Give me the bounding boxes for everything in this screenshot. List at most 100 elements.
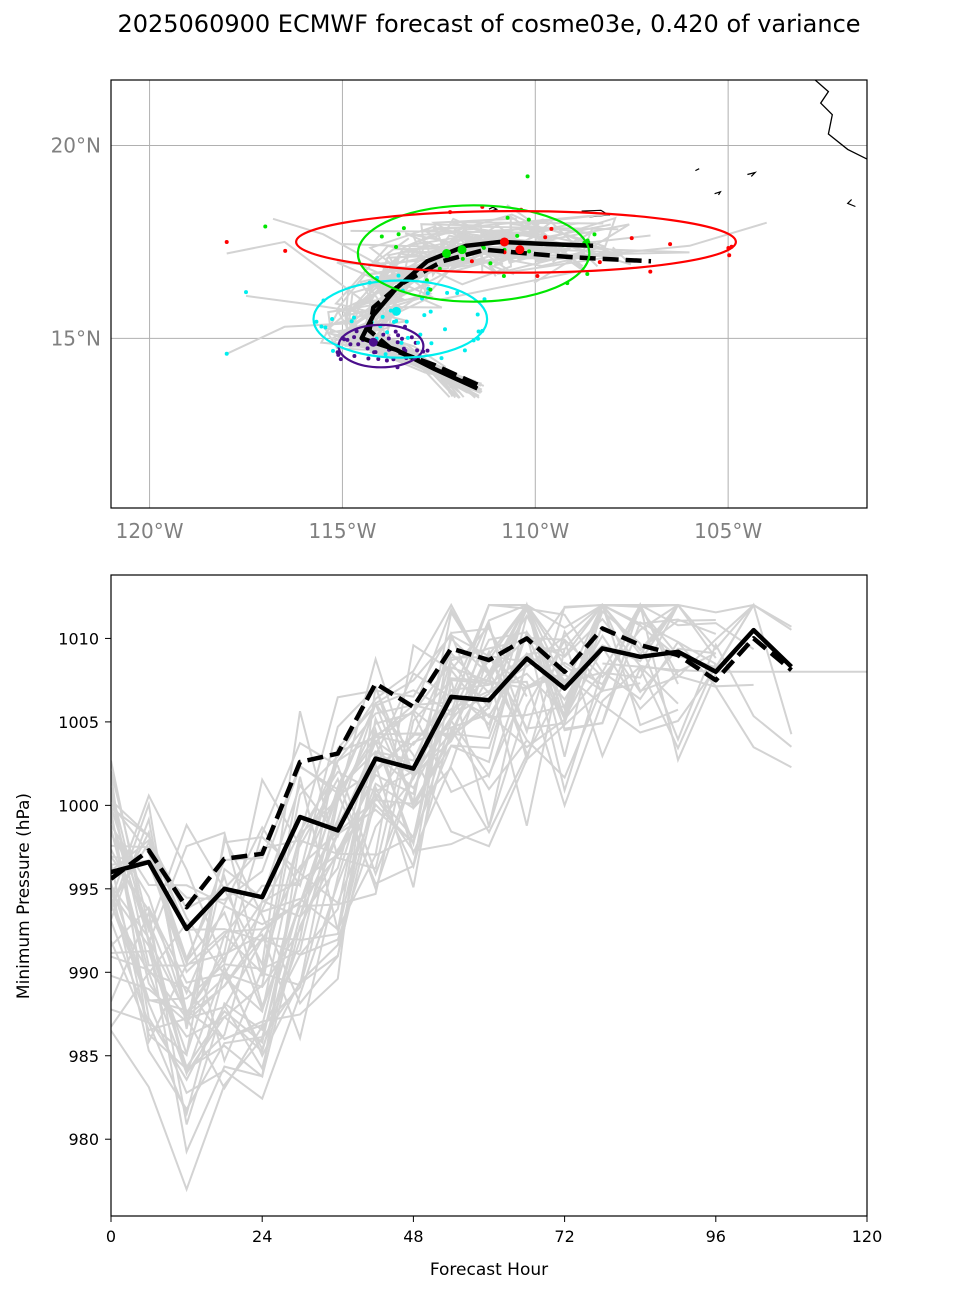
x-tick-label: 72 bbox=[554, 1227, 574, 1246]
ensemble-position-dot bbox=[244, 290, 248, 295]
ensemble-pressure-line bbox=[111, 634, 716, 967]
ensemble-position-dot bbox=[396, 333, 401, 338]
ensemble-position-dot bbox=[394, 245, 398, 249]
ensemble-pressure-line bbox=[111, 603, 679, 996]
y-tick-label: 1000 bbox=[58, 796, 99, 815]
ensemble-position-dot bbox=[366, 356, 371, 361]
ensemble-position-dot bbox=[425, 348, 430, 353]
ensemble-position-dot bbox=[501, 274, 506, 278]
ensemble-position-dot bbox=[429, 341, 434, 346]
ensemble-position-dot bbox=[394, 319, 399, 323]
ensemble-position-dot bbox=[428, 309, 433, 314]
mean-position-marker bbox=[442, 249, 452, 259]
ensemble-position-dot bbox=[416, 340, 420, 345]
x-tick-label: 120 bbox=[852, 1227, 883, 1246]
mean-pressure-lines bbox=[111, 626, 793, 932]
dashed-mean-pressure bbox=[111, 626, 793, 910]
ensemble-position-dot bbox=[384, 358, 389, 363]
ensemble-track bbox=[226, 240, 363, 301]
ensemble-position-dot bbox=[549, 226, 554, 231]
uncertainty-ellipse bbox=[312, 279, 489, 359]
ensemble-position-dot bbox=[505, 215, 510, 220]
ensemble-position-dot bbox=[401, 226, 406, 231]
ensemble-position-dot bbox=[381, 332, 386, 337]
ensemble-position-dot bbox=[383, 352, 388, 357]
ensemble-position-dot bbox=[354, 329, 359, 334]
ensemble-position-dot bbox=[629, 236, 634, 241]
ensemble-position-dot bbox=[283, 248, 288, 253]
ensemble-position-dot bbox=[482, 297, 487, 302]
x-tick-label: 24 bbox=[252, 1227, 272, 1246]
ensemble-track bbox=[272, 217, 401, 278]
ensemble-position-dot bbox=[352, 335, 357, 340]
ensemble-position-dot bbox=[445, 290, 450, 295]
ensemble-position-dot bbox=[437, 266, 442, 271]
ensemble-position-dot bbox=[727, 253, 732, 258]
longitude-tick-label: 120°W bbox=[116, 519, 184, 543]
ensemble-position-dot bbox=[526, 217, 531, 222]
ensemble-position-dot bbox=[415, 348, 420, 353]
ensemble-pressure-line bbox=[111, 602, 679, 977]
pressure-frame bbox=[110, 574, 868, 1217]
ensemble-position-dot bbox=[543, 235, 548, 240]
ensemble-position-dot bbox=[515, 233, 520, 238]
ensemble-pressure-line bbox=[111, 671, 565, 1057]
ensemble-position-dot bbox=[345, 337, 350, 342]
ensemble-position-dot bbox=[585, 272, 590, 276]
figure-title: 2025060900 ECMWF forecast of cosme03e, 0… bbox=[117, 10, 861, 38]
ensemble-position-dot bbox=[352, 354, 357, 358]
longitude-tick-label: 110°W bbox=[501, 519, 569, 543]
map-background bbox=[111, 80, 867, 508]
ensemble-position-dot bbox=[428, 287, 433, 292]
ensemble-position-dot bbox=[348, 342, 353, 347]
ensemble-position-dot bbox=[379, 234, 384, 239]
ensemble-pressure-line bbox=[111, 603, 755, 967]
ensemble-pressure-line bbox=[111, 603, 754, 974]
ensemble-position-dot bbox=[476, 329, 481, 334]
map-frame bbox=[110, 79, 868, 509]
y-tick-label: 1005 bbox=[58, 713, 99, 732]
ensemble-pressure-line bbox=[111, 627, 528, 1064]
ensemble-position-dot bbox=[319, 324, 324, 329]
x-tick-label: 96 bbox=[706, 1227, 726, 1246]
ensemble-position-dot bbox=[422, 313, 427, 318]
island-outline bbox=[846, 199, 856, 208]
ensemble-pressure-line bbox=[111, 603, 717, 1018]
x-axis-label: Forecast Hour bbox=[430, 1260, 548, 1280]
ensemble-track bbox=[245, 294, 382, 317]
ensemble-position-dot bbox=[525, 174, 530, 179]
ensemble-pressure-lines bbox=[111, 601, 867, 1193]
ensemble-pressure-line bbox=[111, 604, 528, 1002]
mean-position-marker bbox=[515, 245, 525, 255]
ensemble-pressure-line bbox=[111, 602, 792, 1024]
ensemble-position-dot bbox=[439, 356, 444, 361]
ensemble-position-dot bbox=[535, 274, 540, 278]
ensemble-position-dot bbox=[323, 325, 328, 330]
ensemble-position-dot bbox=[455, 291, 460, 295]
ensemble-pressure-line bbox=[111, 658, 528, 1010]
ensemble-position-dot bbox=[592, 232, 597, 237]
x-tick-label: 0 bbox=[106, 1227, 116, 1246]
ensemble-position-dot bbox=[475, 312, 480, 317]
ensemble-position-dot bbox=[376, 357, 381, 361]
ensemble-position-dot bbox=[462, 348, 467, 353]
ensemble-position-dot bbox=[331, 348, 335, 353]
ensemble-position-dot bbox=[385, 330, 390, 335]
ensemble-position-dot bbox=[401, 346, 406, 351]
ensemble-position-dot bbox=[527, 249, 532, 254]
solid-mean-pressure bbox=[111, 627, 793, 932]
ensemble-position-dot bbox=[404, 319, 409, 324]
ensemble-pressure-line bbox=[111, 638, 717, 1193]
ensemble-position-dot bbox=[330, 317, 335, 321]
mean-position-marker bbox=[499, 237, 509, 247]
ensemble-position-dot bbox=[356, 342, 361, 347]
y-tick-label: 990 bbox=[68, 963, 99, 982]
ensemble-pressure-line bbox=[111, 604, 641, 1016]
ensemble-position-dot bbox=[409, 335, 414, 340]
latitude-tick-label: 20°N bbox=[51, 134, 101, 158]
ensemble-position-dot bbox=[393, 329, 398, 334]
ensemble-position-dot bbox=[342, 337, 347, 342]
ensemble-position-dot bbox=[481, 245, 486, 250]
uncertainty-ellipses bbox=[295, 204, 737, 369]
pressure-ticks: 0 24 48 72 96 120 980 985 990 995 1000 1005 1010 bbox=[58, 629, 882, 1246]
